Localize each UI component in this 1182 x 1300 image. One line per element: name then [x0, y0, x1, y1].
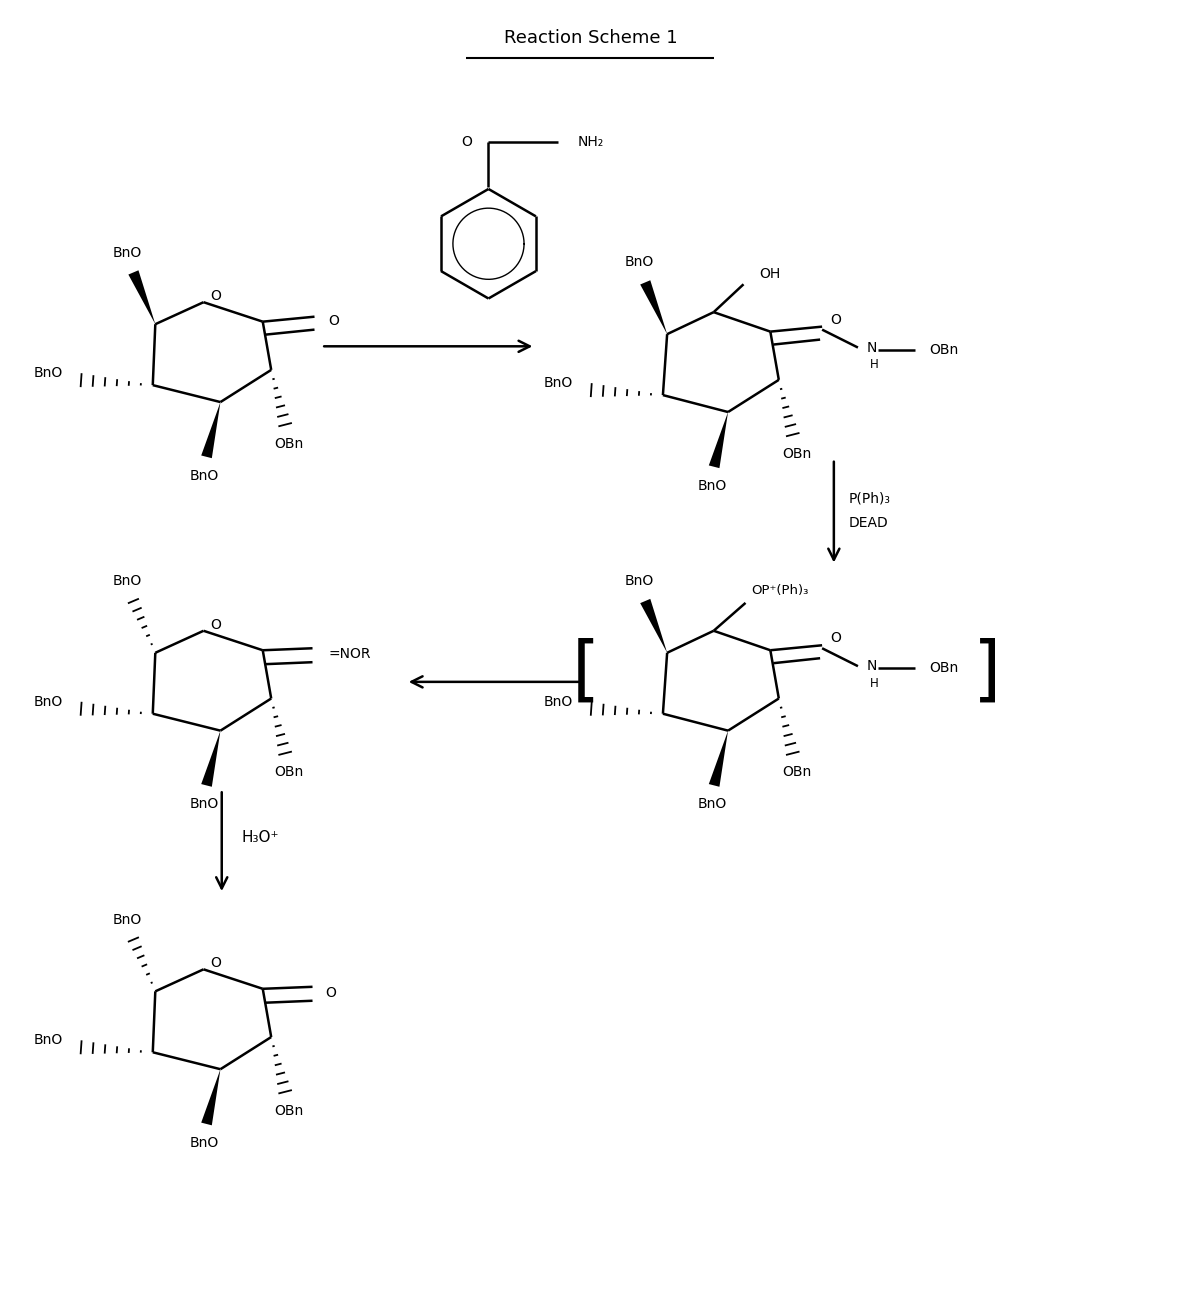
Text: BnO: BnO: [624, 256, 654, 269]
Text: BnO: BnO: [190, 1136, 219, 1150]
Text: Reaction Scheme 1: Reaction Scheme 1: [505, 29, 677, 47]
Text: N: N: [866, 341, 877, 355]
Text: O: O: [325, 985, 337, 1000]
Text: BnO: BnO: [697, 478, 727, 493]
Text: BnO: BnO: [190, 797, 219, 811]
Text: OBn: OBn: [782, 446, 811, 460]
Text: NH₂: NH₂: [578, 135, 604, 150]
Polygon shape: [709, 731, 728, 786]
Text: BnO: BnO: [112, 575, 142, 588]
Polygon shape: [709, 412, 728, 468]
Text: H: H: [870, 676, 878, 689]
Text: OBn: OBn: [929, 342, 959, 356]
Text: O: O: [210, 289, 221, 303]
Text: BnO: BnO: [34, 694, 63, 709]
Text: [: [: [572, 637, 600, 706]
Text: BnO: BnO: [544, 376, 573, 390]
Text: BnO: BnO: [112, 913, 142, 927]
Text: OP⁺(Ph)₃: OP⁺(Ph)₃: [752, 585, 808, 598]
Text: OBn: OBn: [274, 766, 304, 779]
Text: BnO: BnO: [624, 575, 654, 588]
Text: =NOR: =NOR: [329, 647, 371, 662]
Text: P(Ph)₃: P(Ph)₃: [849, 491, 891, 506]
Text: BnO: BnO: [34, 1034, 63, 1048]
Text: BnO: BnO: [190, 469, 219, 482]
Text: BnO: BnO: [34, 367, 63, 380]
Text: O: O: [830, 313, 840, 326]
Text: BnO: BnO: [697, 797, 727, 811]
Text: OBn: OBn: [929, 662, 959, 675]
Text: H: H: [870, 358, 878, 370]
Text: OBn: OBn: [274, 1104, 304, 1118]
Text: O: O: [830, 632, 840, 645]
Polygon shape: [641, 281, 667, 334]
Polygon shape: [201, 731, 221, 786]
Polygon shape: [641, 599, 667, 653]
Text: DEAD: DEAD: [849, 516, 889, 529]
Text: N: N: [866, 659, 877, 673]
Text: O: O: [462, 135, 473, 150]
Text: O: O: [210, 618, 221, 632]
Text: OBn: OBn: [274, 437, 304, 451]
Text: H₃O⁺: H₃O⁺: [241, 829, 279, 845]
Text: BnO: BnO: [112, 246, 142, 260]
Polygon shape: [129, 270, 155, 324]
Text: O: O: [210, 957, 221, 970]
Text: OH: OH: [760, 268, 780, 281]
Polygon shape: [201, 1069, 221, 1126]
Text: OBn: OBn: [782, 766, 811, 779]
Polygon shape: [201, 402, 221, 458]
Text: BnO: BnO: [544, 694, 573, 709]
Text: ]: ]: [973, 637, 1001, 706]
Text: O: O: [329, 313, 339, 328]
